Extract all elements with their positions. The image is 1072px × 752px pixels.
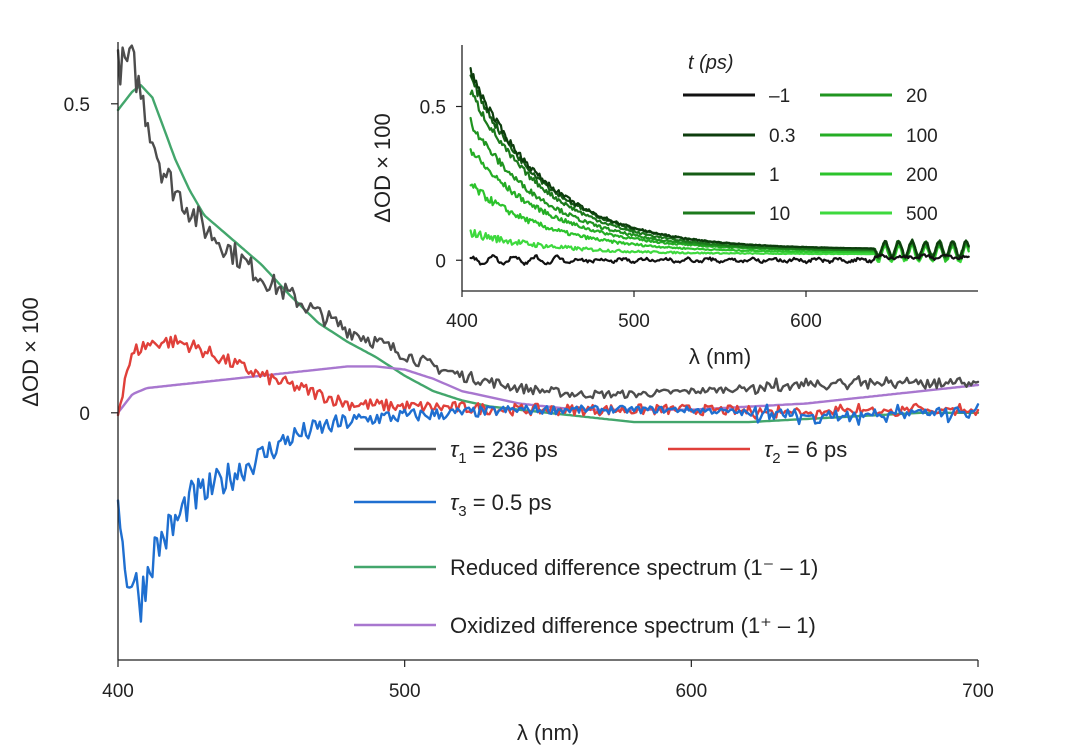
- inset-legend-label: –1: [769, 86, 790, 107]
- main-plot: 400 500 600 700 0 0.5 ΔOD × 100 λ (nm) τ1 = 2…: [18, 42, 994, 745]
- inset-series-group: [469, 67, 970, 266]
- inset-y-tick-label: 0.5: [420, 98, 446, 119]
- inset-legend-label: 1: [769, 165, 780, 186]
- series-tau1: [116, 44, 980, 400]
- main-y-axis-title: ΔOD × 100: [18, 297, 43, 406]
- main-x-tick-label: 700: [962, 681, 994, 702]
- inset-legend-label: 100: [906, 126, 938, 147]
- inset-series-1: [469, 74, 970, 259]
- inset-legend-label: 10: [769, 204, 790, 225]
- main-legend: τ1 = 236 ps τ2 = 6 ps τ3 = 0.5 ps Reduced d…: [354, 437, 847, 638]
- inset-legend-label: 200: [906, 165, 938, 186]
- main-x-axis-title: λ (nm): [517, 720, 579, 745]
- inset-x-tick-label: 500: [618, 311, 650, 332]
- legend-label-tau2: τ2 = 6 ps: [764, 437, 847, 467]
- inset-legend: t (ps) –1 0.3 1 10 20 100 200 500: [683, 52, 938, 225]
- inset-x-axis-title: λ (nm): [689, 344, 751, 369]
- legend-label-oxidized: Oxidized difference spectrum (1⁺ – 1): [450, 613, 816, 638]
- inset-ticks: 400 500 600 0 0.5: [420, 98, 822, 333]
- inset-y-axis-title: ΔOD × 100: [370, 113, 395, 222]
- inset-series-0.3: [469, 67, 970, 260]
- legend-label-tau1: τ1 = 236 ps: [450, 437, 558, 467]
- series-tau3: [116, 403, 980, 623]
- inset-plot: 400 500 600 0 0.5 ΔOD × 100 λ (nm) t (ps) –1…: [370, 45, 978, 369]
- inset-x-tick-label: 600: [790, 311, 822, 332]
- main-x-tick-label: 500: [389, 681, 421, 702]
- inset-legend-label: 20: [906, 86, 927, 107]
- main-y-tick-label: 0.5: [64, 95, 90, 116]
- legend-label-tau3: τ3 = 0.5 ps: [450, 490, 552, 520]
- legend-label-reduced: Reduced difference spectrum (1⁻ – 1): [450, 555, 818, 580]
- main-x-tick-label: 400: [102, 681, 134, 702]
- main-ticks: 400 500 600 700 0 0.5: [64, 95, 994, 702]
- inset-series-–1: [469, 253, 970, 266]
- inset-y-tick-label: 0: [435, 251, 446, 272]
- inset-legend-label: 500: [906, 204, 938, 225]
- inset-legend-title: t (ps): [688, 52, 734, 74]
- inset-series-20: [469, 116, 970, 261]
- main-series-group: [116, 44, 980, 623]
- inset-legend-label: 0.3: [769, 126, 795, 147]
- main-x-tick-label: 600: [675, 681, 707, 702]
- main-y-tick-label: 0: [79, 404, 90, 425]
- inset-x-tick-label: 400: [446, 311, 478, 332]
